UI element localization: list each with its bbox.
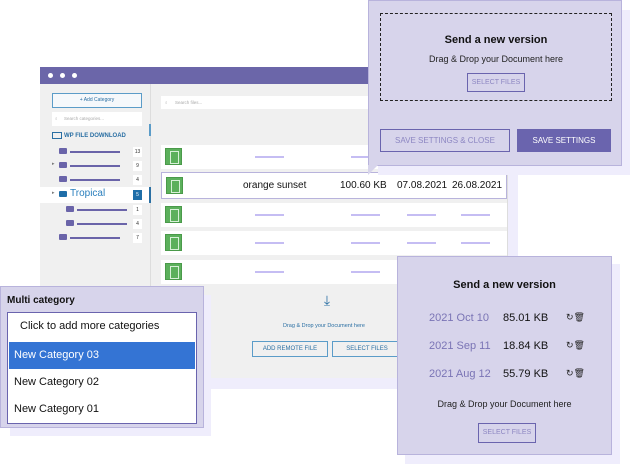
drop-text: Drag & Drop your Document here [428,54,564,64]
window-dot [48,73,53,78]
folder-icon [59,148,67,154]
folder-icon [59,234,67,240]
category-option[interactable]: New Category 01 [14,403,99,415]
file-row[interactable] [161,231,507,255]
file-row[interactable] [161,203,507,227]
version-row: 2021 Oct 10 85.01 KB ↻🗑 [429,312,585,324]
restore-delete-icon[interactable]: ↻🗑 [566,368,585,378]
tree-item[interactable]: 7 [40,231,151,245]
folder-icon [59,162,67,168]
sidebar: + Add Category ⌕ Search categories... WP … [40,84,151,378]
expand-icon: ▸ [52,161,55,167]
version-history-popup: Send a new version 2021 Oct 10 85.01 KB ↻🗑… [397,256,612,455]
new-version-popup: Send a new version Drag & Drop your Docu… [368,0,622,166]
tree-item[interactable]: 4 [40,173,151,187]
add-remote-file-button[interactable]: ADD REMOTE FILE [252,341,328,357]
file-row-selected[interactable]: orange sunset 100.60 KB 07.08.2021 26.08… [161,172,507,199]
image-file-icon [165,234,182,251]
image-file-icon [165,206,182,223]
folder-icon [59,176,67,182]
version-row: 2021 Aug 12 55.79 KB ↻🗑 [429,368,585,380]
select-files-button[interactable]: SELECT FILES [332,341,402,357]
tree-item[interactable]: 4 [40,217,151,231]
brand: WP FILE DOWNLOAD [52,132,126,139]
select-files-button[interactable]: SELECT FILES [467,73,525,92]
add-category-button[interactable]: + Add Category [52,93,142,108]
multi-category-panel: Multi category Click to add more categor… [0,286,204,428]
search-placeholder: Search categories... [64,116,105,121]
tree-item[interactable]: ▸ 9 [40,159,151,173]
category-input[interactable]: Click to add more categories [20,320,160,332]
category-select[interactable]: Click to add more categories New Categor… [7,312,197,424]
restore-delete-icon[interactable]: ↻🗑 [566,340,585,350]
wp-file-download-icon [52,132,62,139]
image-file-icon [166,177,183,194]
folder-icon [66,206,74,212]
search-categories-input[interactable]: ⌕ Search categories... [52,112,142,126]
restore-delete-icon[interactable]: ↻🗑 [566,312,585,322]
popup-title: Send a new version [453,279,556,291]
category-option[interactable]: New Category 02 [14,376,99,388]
tree-item[interactable]: 1 [40,203,151,217]
version-row: 2021 Sep 11 18.84 KB ↻🗑 [429,340,585,352]
save-settings-button[interactable]: SAVE SETTINGS [517,129,611,152]
drop-zone-text: Drag & Drop your Document here [283,323,365,329]
popup-pointer [368,165,378,175]
window-dot [60,73,65,78]
image-file-icon [165,148,182,165]
save-settings-close-button[interactable]: SAVE SETTINGS & CLOSE [380,129,510,152]
drop-zone[interactable]: Send a new version Drag & Drop your Docu… [380,13,612,101]
category-option-selected[interactable]: New Category 03 [9,342,195,369]
drop-text: Drag & Drop your Document here [437,399,572,409]
folder-icon [66,220,74,226]
search-icon: ⌕ [55,116,58,121]
select-files-button[interactable]: SELECT FILES [478,423,536,443]
sidebar-resize-handle[interactable] [149,124,151,136]
tree-item-tropical[interactable]: ▸ Tropical 5 [40,187,151,203]
tree-item[interactable]: 13 [40,145,151,159]
multi-category-label: Multi category [7,295,75,306]
window-dot [72,73,77,78]
folder-icon [59,191,67,197]
expand-icon: ▸ [52,190,55,196]
popup-title: Send a new version [444,34,548,46]
file-list: ⌕Search files... EXT TITLE FILE SIZE ora… [152,84,508,378]
search-icon: ⌕ [165,100,168,105]
upload-icon: ⤓ [323,292,331,308]
image-file-icon [165,263,182,280]
